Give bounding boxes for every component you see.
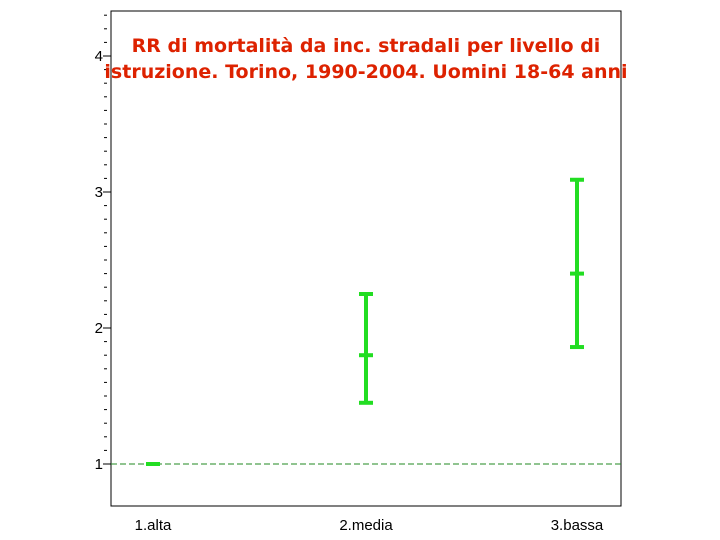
y-tick-label: 3 — [95, 184, 103, 201]
chart-title-line-2: istruzione. Torino, 1990-2004. Uomini 18… — [104, 61, 627, 83]
x-tick-label: 3.bassa — [551, 517, 604, 534]
y-tick-label: 1 — [95, 456, 103, 473]
y-tick-label: 2 — [95, 320, 103, 337]
error-bar — [359, 292, 373, 405]
y-axis-ticks: 1 2 3 4 — [95, 48, 111, 473]
x-tick-label: 1.alta — [135, 517, 172, 534]
chart-title-line-1: RR di mortalità da inc. stradali per liv… — [132, 35, 601, 57]
error-bars — [146, 177, 584, 466]
plot-area — [110, 10, 622, 507]
y-tick-label: 4 — [95, 48, 103, 65]
x-tick-label: 2.media — [339, 517, 393, 534]
error-bar — [570, 177, 584, 350]
x-axis-labels: 1.alta 2.media 3.bassa — [135, 517, 604, 534]
